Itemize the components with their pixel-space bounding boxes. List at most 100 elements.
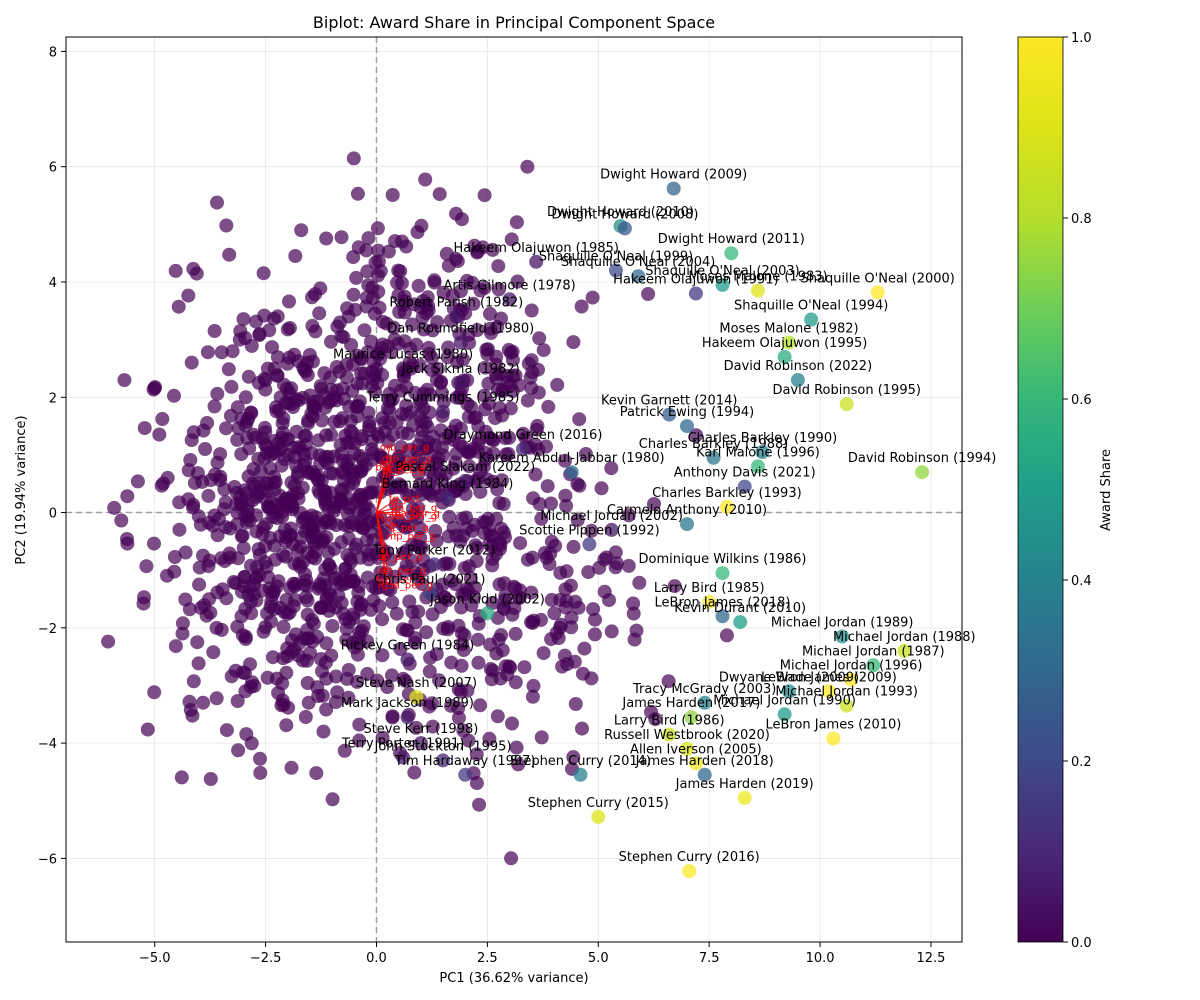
background-point bbox=[120, 489, 135, 504]
background-point bbox=[391, 449, 406, 464]
point-annotation: Stephen Curry (2014) bbox=[510, 754, 651, 769]
background-point bbox=[426, 468, 441, 483]
point-annotation: James Harden (2017) bbox=[621, 696, 760, 711]
background-point bbox=[356, 500, 371, 515]
background-point bbox=[344, 515, 359, 530]
background-point bbox=[471, 632, 485, 647]
background-point bbox=[400, 623, 415, 638]
background-point bbox=[403, 341, 418, 356]
background-point bbox=[362, 419, 377, 434]
background-point bbox=[347, 640, 362, 655]
background-point bbox=[306, 398, 321, 413]
labeled-point bbox=[688, 286, 703, 301]
background-point bbox=[288, 249, 303, 263]
loading-arrow bbox=[376, 511, 399, 517]
background-point bbox=[324, 427, 339, 442]
y-axis-ticks: −6 −4 −2 0 2 4 6 8 bbox=[38, 45, 66, 867]
background-point bbox=[578, 447, 593, 461]
point-annotation: Moses Malone (1982) bbox=[719, 322, 858, 337]
background-point bbox=[361, 405, 376, 420]
point-annotation: LeBron James (2010) bbox=[765, 718, 901, 733]
background-point bbox=[262, 323, 277, 338]
point-annotation: Artis Gilmore (1978) bbox=[444, 278, 576, 293]
background-point bbox=[470, 471, 485, 486]
background-point bbox=[563, 578, 578, 593]
background-point bbox=[427, 275, 442, 290]
background-point bbox=[489, 511, 504, 526]
background-point bbox=[429, 647, 444, 662]
plot-frame bbox=[65, 36, 963, 943]
point-annotation: James Harden (2018) bbox=[635, 754, 774, 769]
loading-label: blk_per_g bbox=[375, 462, 423, 473]
background-point bbox=[667, 579, 682, 594]
background-point bbox=[501, 447, 516, 461]
point-annotation: Larry Bird (1986) bbox=[614, 714, 725, 729]
background-point bbox=[210, 195, 224, 210]
point-annotation: Scottie Pippen (1992) bbox=[519, 523, 660, 538]
background-point bbox=[381, 244, 396, 259]
background-point bbox=[457, 628, 472, 643]
background-point bbox=[270, 350, 285, 365]
background-point bbox=[208, 467, 223, 482]
labeled-point bbox=[844, 672, 859, 687]
background-point bbox=[513, 536, 528, 551]
background-point bbox=[399, 407, 414, 422]
background-point bbox=[439, 467, 453, 481]
background-point bbox=[398, 673, 413, 688]
background-point bbox=[190, 635, 205, 650]
background-point bbox=[324, 382, 339, 397]
background-point bbox=[375, 648, 390, 663]
background-point bbox=[425, 719, 440, 734]
background-point bbox=[393, 642, 408, 656]
background-point bbox=[350, 409, 365, 424]
background-point bbox=[279, 432, 294, 447]
background-point bbox=[478, 424, 493, 439]
point-annotation: Jack Sikma (1982) bbox=[401, 362, 520, 377]
chart-title: Biplot: Award Share in Principal Compone… bbox=[313, 13, 715, 32]
background-point bbox=[254, 464, 268, 479]
background-point bbox=[544, 592, 559, 607]
background-point bbox=[236, 579, 251, 594]
labeled-point bbox=[821, 684, 836, 699]
background-point bbox=[510, 274, 525, 289]
background-point bbox=[365, 485, 380, 500]
y-tick-label: 4 bbox=[49, 276, 57, 291]
labeled-point bbox=[706, 450, 721, 465]
x-tick-label: 2.5 bbox=[477, 951, 498, 966]
background-point bbox=[626, 596, 641, 611]
background-point bbox=[544, 496, 558, 511]
point-annotation: Terry Cummings (1985) bbox=[366, 391, 520, 406]
background-point bbox=[424, 363, 439, 377]
labeled-point bbox=[751, 459, 765, 474]
loading-label: pts_per_g bbox=[389, 511, 437, 522]
background-point bbox=[360, 634, 375, 649]
background-point bbox=[367, 306, 382, 321]
background-point bbox=[300, 676, 315, 690]
background-point bbox=[253, 751, 267, 766]
background-point bbox=[361, 231, 376, 246]
background-point bbox=[572, 412, 587, 427]
background-point bbox=[218, 495, 233, 510]
background-point bbox=[282, 294, 296, 309]
background-point bbox=[244, 606, 259, 621]
background-point bbox=[305, 634, 320, 649]
background-point bbox=[458, 487, 473, 501]
background-point bbox=[526, 613, 541, 628]
background-point bbox=[536, 343, 551, 358]
background-point bbox=[301, 695, 316, 710]
colorbar-tick-label: 0.0 bbox=[1071, 936, 1092, 951]
background-point bbox=[577, 641, 592, 656]
background-point bbox=[371, 243, 386, 258]
background-point bbox=[319, 231, 334, 246]
background-point bbox=[530, 418, 545, 433]
background-point bbox=[380, 339, 395, 354]
background-point bbox=[341, 690, 356, 705]
background-point bbox=[288, 577, 303, 591]
background-point bbox=[327, 503, 342, 518]
point-annotation: Michael Jordan (1988) bbox=[833, 630, 976, 645]
labeled-point bbox=[866, 658, 881, 673]
background-point bbox=[419, 625, 434, 640]
point-annotation: John Stockton (1995) bbox=[373, 739, 511, 754]
background-point bbox=[311, 433, 326, 448]
background-point bbox=[558, 600, 573, 615]
